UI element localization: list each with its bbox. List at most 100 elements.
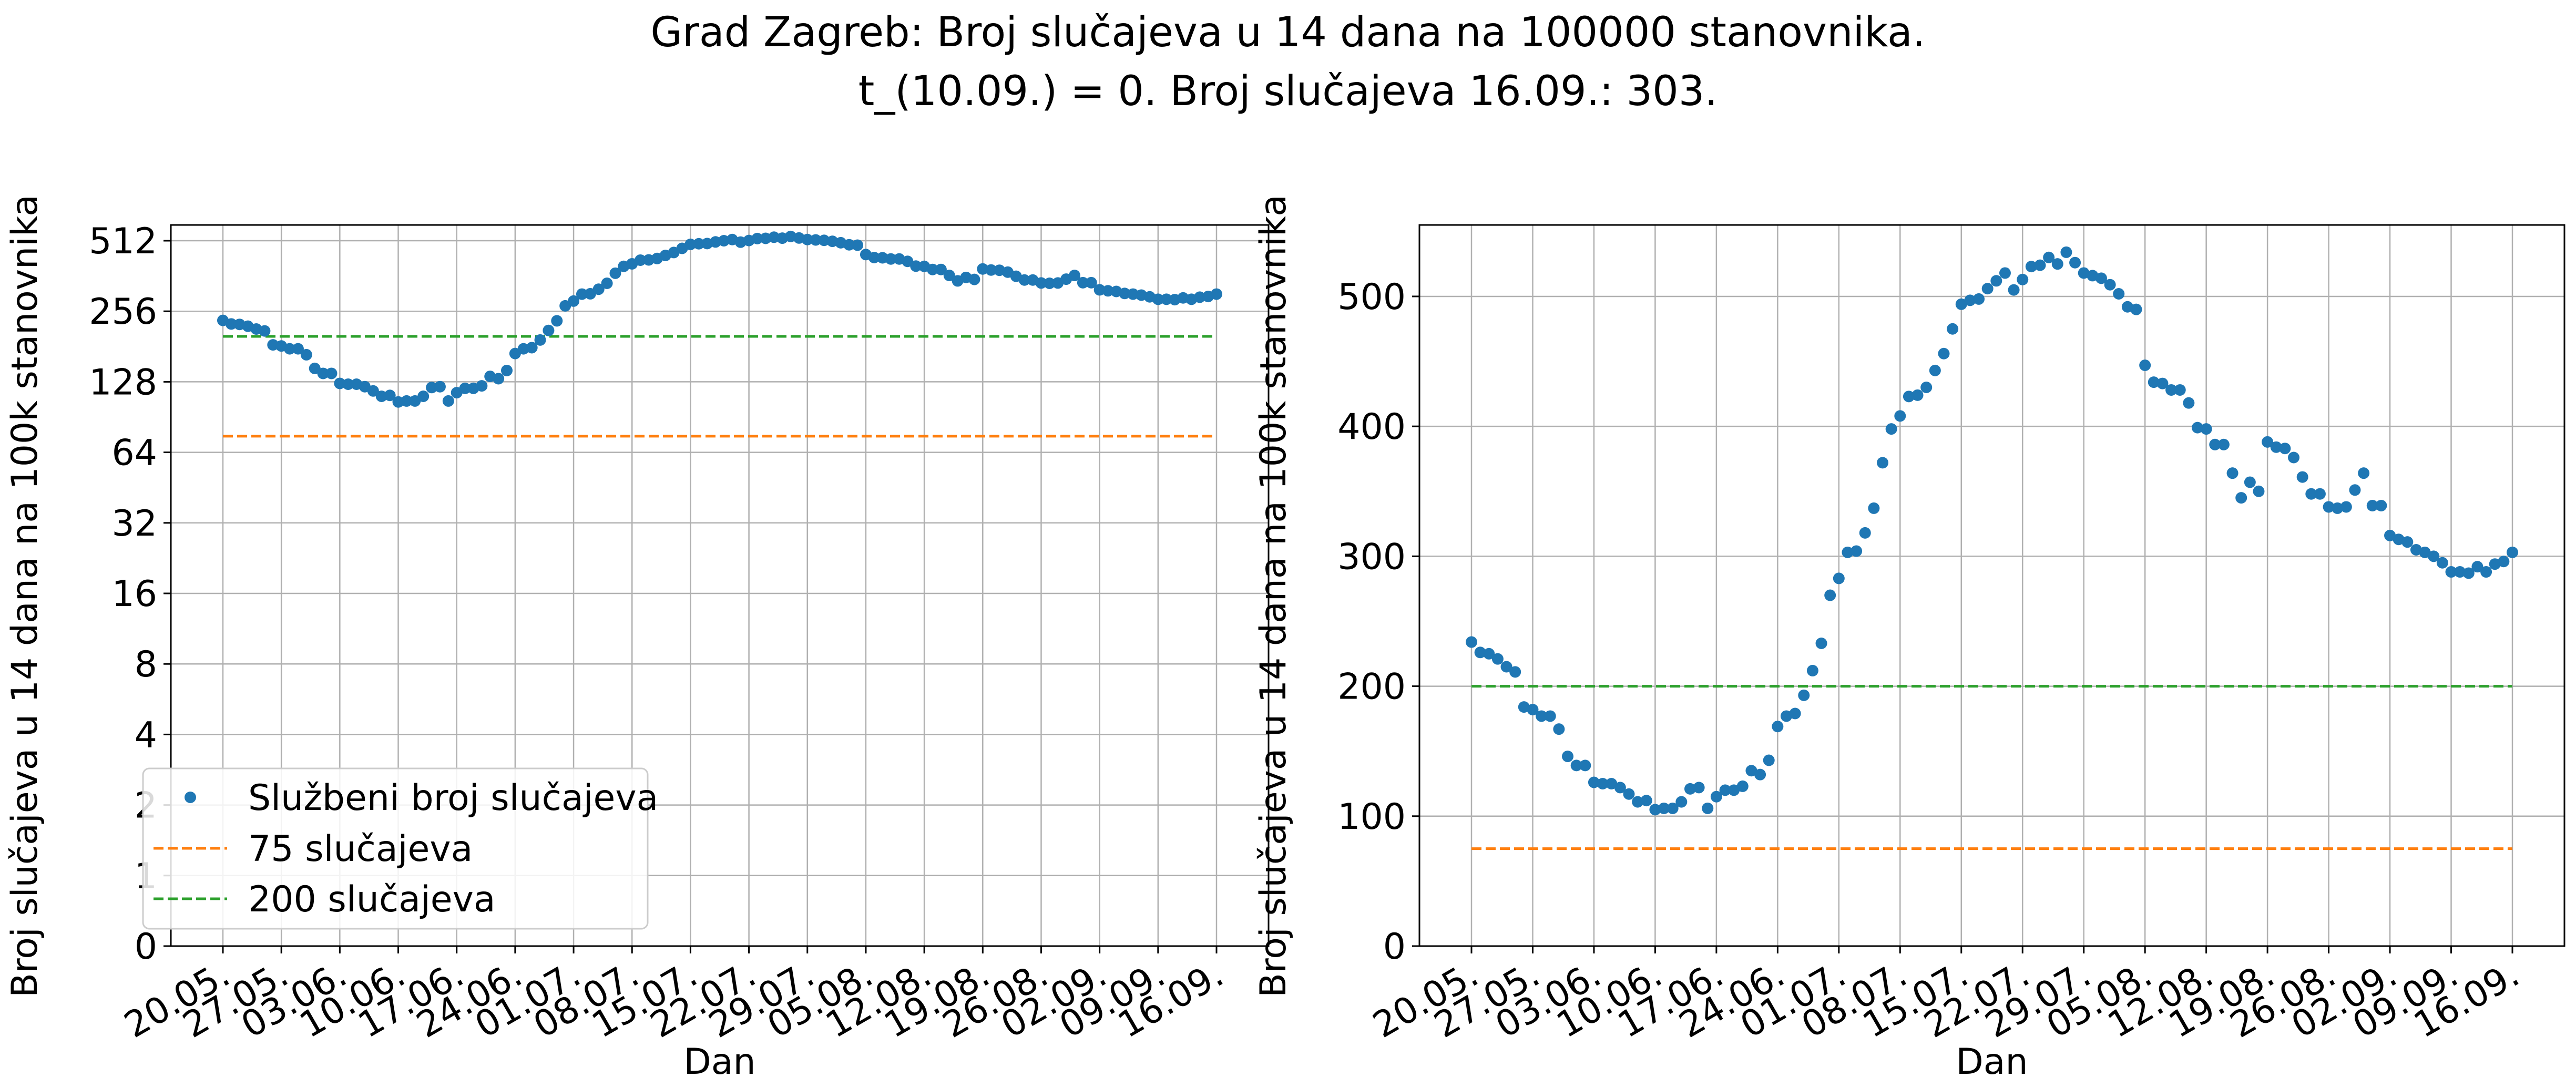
right-data-point xyxy=(2113,288,2125,300)
left-data-point xyxy=(551,315,563,327)
left-data-point xyxy=(801,233,813,245)
right-data-point xyxy=(2393,533,2405,546)
right-data-point xyxy=(2069,256,2081,269)
right-y-tick-label: 200 xyxy=(1337,666,1406,708)
right-data-point xyxy=(2017,273,2029,285)
right-data-point xyxy=(1798,689,1810,701)
right-data-point xyxy=(1544,710,1556,722)
left-data-point xyxy=(592,283,605,295)
left-data-point xyxy=(985,264,997,276)
right-data-point xyxy=(2366,499,2378,511)
right-data-point xyxy=(1553,723,1565,735)
right-data-point xyxy=(2428,550,2440,562)
right-data-point xyxy=(2087,270,2099,282)
left-data-point xyxy=(843,239,855,251)
right-data-point xyxy=(1929,364,1941,376)
right-data-point xyxy=(2375,499,2387,511)
right-data-point xyxy=(2480,566,2492,578)
left-y-axis-label: Broj slučajeva u 14 dana na 100k stanovn… xyxy=(4,194,46,998)
right-data-point xyxy=(1964,294,1976,306)
left-data-point xyxy=(384,389,396,402)
right-data-point xyxy=(1606,777,1618,789)
right-y-tick-label: 300 xyxy=(1337,536,1406,578)
left-chart-log-scale: 0124816326412825651220.05.27.05.03.06.10… xyxy=(4,194,1270,1083)
left-y-tick-label: 8 xyxy=(135,644,157,685)
right-data-point xyxy=(1903,391,1915,403)
left-data-point xyxy=(225,318,237,330)
right-data-point xyxy=(1719,784,1731,796)
left-data-point xyxy=(810,234,822,246)
right-data-point xyxy=(2200,423,2212,435)
right-data-point xyxy=(2008,284,2020,296)
title-line-2: t_(10.09.) = 0. Broj slučajeva 16.09.: 3… xyxy=(858,68,1718,115)
left-y-tick-label: 256 xyxy=(89,291,157,333)
right-data-point xyxy=(2279,443,2291,455)
right-data-point xyxy=(2165,384,2178,396)
legend-box xyxy=(142,767,649,930)
legend-label: Službeni broj slučajeva xyxy=(248,777,658,819)
right-data-point xyxy=(1745,765,1757,777)
right-data-point xyxy=(1894,410,1906,422)
left-data-point xyxy=(852,239,864,251)
left-data-point xyxy=(635,254,647,266)
right-data-points xyxy=(1466,246,2518,816)
right-data-point xyxy=(2217,438,2230,450)
right-data-point xyxy=(2095,272,2107,284)
right-data-point xyxy=(2156,377,2169,389)
right-data-point xyxy=(2034,259,2046,271)
right-data-point xyxy=(1763,754,1775,766)
right-data-point xyxy=(2226,467,2238,479)
right-data-point xyxy=(2235,492,2247,504)
right-y-tick-label: 500 xyxy=(1337,276,1406,318)
left-data-point xyxy=(534,334,546,346)
right-data-point xyxy=(2384,529,2396,541)
left-data-point xyxy=(885,253,897,265)
left-data-point xyxy=(968,273,980,285)
right-data-point xyxy=(1947,323,1959,335)
left-axes-frame xyxy=(170,224,1270,947)
right-data-point xyxy=(1597,777,1609,789)
left-data-point xyxy=(1077,276,1089,289)
right-data-point xyxy=(2410,544,2422,556)
right-data-point xyxy=(2130,303,2142,315)
figure-title: Grad Zagreb: Broj slučajeva u 14 dana na… xyxy=(0,3,2576,121)
left-data-point xyxy=(1093,284,1106,296)
right-data-point xyxy=(1780,710,1792,722)
left-y-tick-label: 64 xyxy=(111,433,157,474)
right-data-point xyxy=(1466,636,1477,648)
left-data-point xyxy=(392,396,404,408)
right-y-tick-label: 100 xyxy=(1337,796,1406,838)
left-data-point xyxy=(768,231,780,243)
right-data-point xyxy=(2436,557,2448,569)
right-data-point xyxy=(1649,804,1661,816)
right-data-point xyxy=(1474,646,1486,659)
right-data-point xyxy=(2462,567,2475,579)
right-chart-linear-scale: 0 100 200 300 400 500 20.05.27.05.03.06.10.06.… xyxy=(1253,194,2565,1083)
right-data-point xyxy=(1588,776,1600,788)
right-data-point xyxy=(2253,485,2265,497)
legend-series-marker xyxy=(185,792,196,803)
right-data-point xyxy=(1562,751,1574,763)
right-data-point xyxy=(2060,246,2072,258)
right-data-point xyxy=(2332,502,2344,514)
left-data-point xyxy=(1044,277,1056,289)
legend-label: 75 slučajeva xyxy=(248,828,473,870)
right-data-point xyxy=(1483,648,1495,660)
right-data-point xyxy=(2078,267,2090,279)
title-line-1: Grad Zagreb: Broj slučajeva u 14 dana na… xyxy=(650,9,1926,56)
left-data-point xyxy=(459,382,471,394)
right-data-point xyxy=(1509,666,1521,678)
left-data-point xyxy=(543,324,555,336)
left-data-point xyxy=(401,395,413,407)
right-data-point xyxy=(1710,791,1722,803)
right-data-point xyxy=(2051,258,2063,270)
right-data-point xyxy=(1824,589,1836,601)
right-data-point xyxy=(2121,301,2133,313)
left-data-point xyxy=(1211,288,1222,300)
left-data-point xyxy=(1119,288,1131,300)
right-data-point xyxy=(2471,561,2483,573)
right-data-point xyxy=(1728,784,1740,796)
right-data-point xyxy=(1570,759,1582,772)
right-data-point xyxy=(2288,451,2300,464)
